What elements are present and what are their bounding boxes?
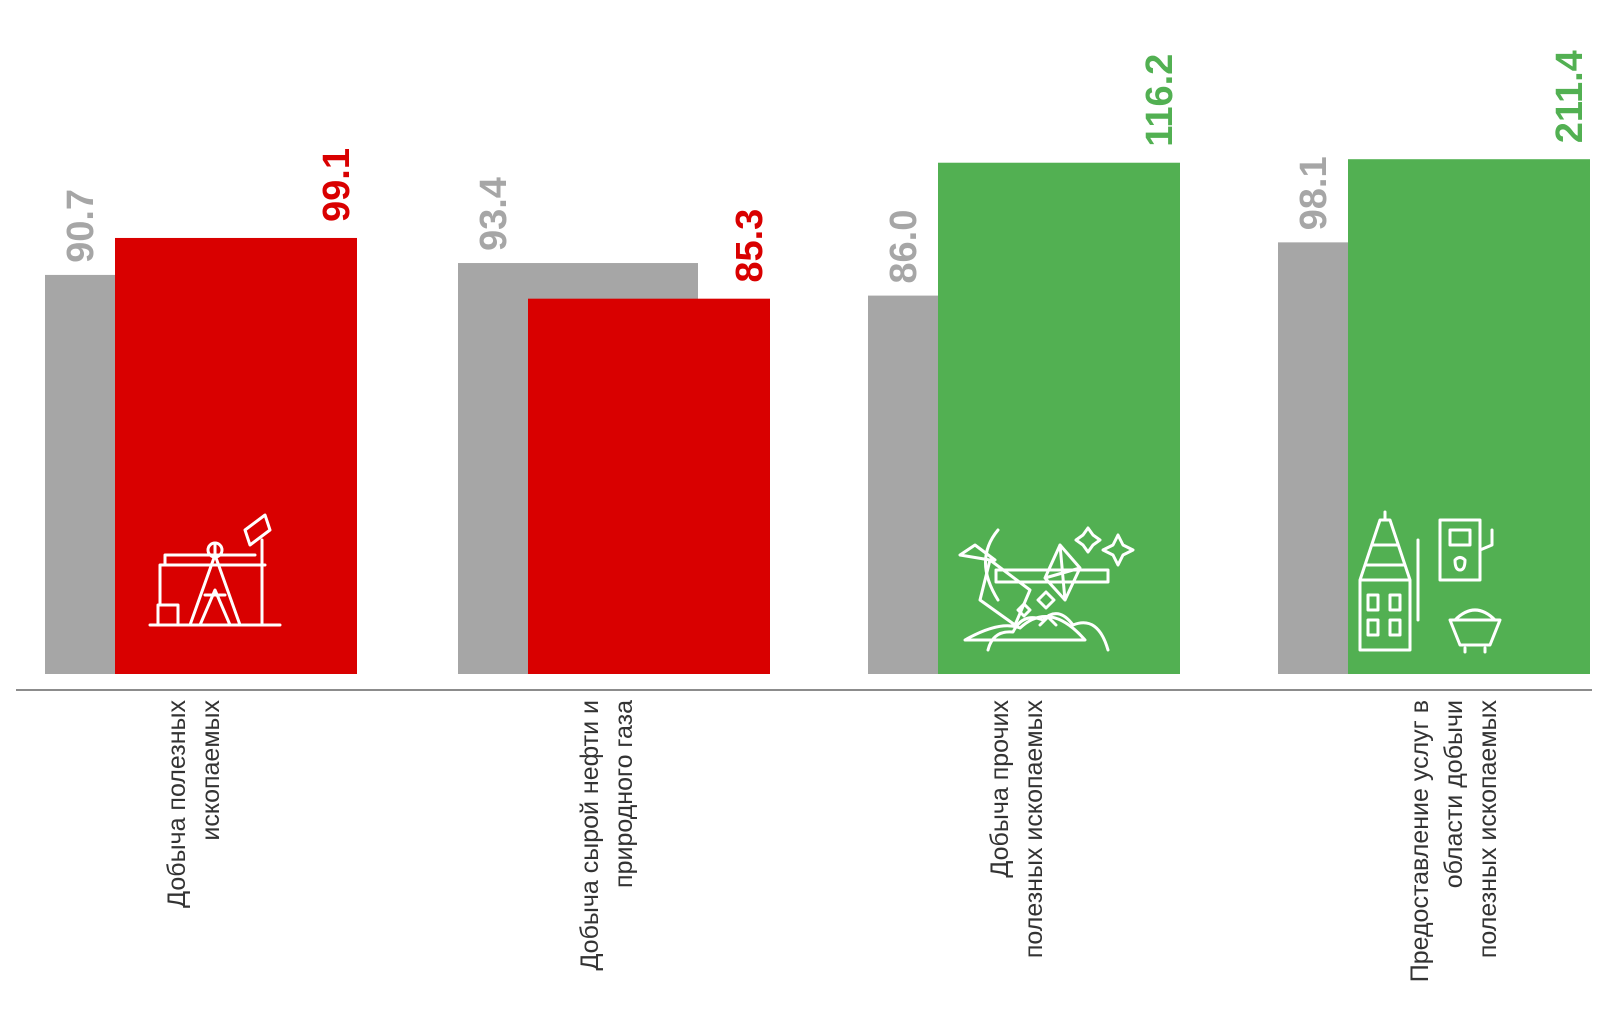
value-label-previous-1: 90.7 <box>60 189 102 263</box>
bar-current-2 <box>528 298 770 674</box>
category-label-line: полезных ископаемых <box>1474 700 1502 959</box>
category-label-line: Добыча сырой нефти и <box>576 700 604 971</box>
category-label-line: природного газа <box>610 700 638 888</box>
value-label-current-1: 99.1 <box>316 148 358 222</box>
category-label-line: полезных ископаемых <box>1020 700 1048 959</box>
value-label-previous-2: 93.4 <box>473 177 515 251</box>
category-label-3: Добыча прочих полезных ископаемых <box>986 700 1048 959</box>
category-label-4: Предоставление услуг в области добычи поле… <box>1406 700 1502 983</box>
bar-current-1 <box>115 237 357 674</box>
category-label-line: ископаемых <box>197 700 225 841</box>
value-label-previous-3: 86.0 <box>883 210 925 284</box>
category-label-line: Добыча полезных <box>163 700 191 908</box>
category-label-1: Добыча полезных ископаемых <box>163 700 225 908</box>
category-label-2: Добыча сырой нефти и природного газа <box>576 700 638 971</box>
bars-layer: 90.7 99.1 Добыча полезных ископаемых 93.4 85.… <box>45 50 1591 982</box>
value-label-current-2: 85.3 <box>729 209 771 283</box>
value-label-current-4: 211.4 <box>1549 50 1591 143</box>
value-label-previous-4: 98.1 <box>1293 156 1335 230</box>
category-label-line: области добычи <box>1440 700 1468 888</box>
category-label-line: Предоставление услуг в <box>1406 700 1434 982</box>
bar-current-4 <box>1348 159 1590 674</box>
value-label-current-3: 116.2 <box>1139 54 1181 147</box>
category-label-line: Добыча прочих <box>986 700 1014 878</box>
bar-current-3 <box>938 162 1180 674</box>
